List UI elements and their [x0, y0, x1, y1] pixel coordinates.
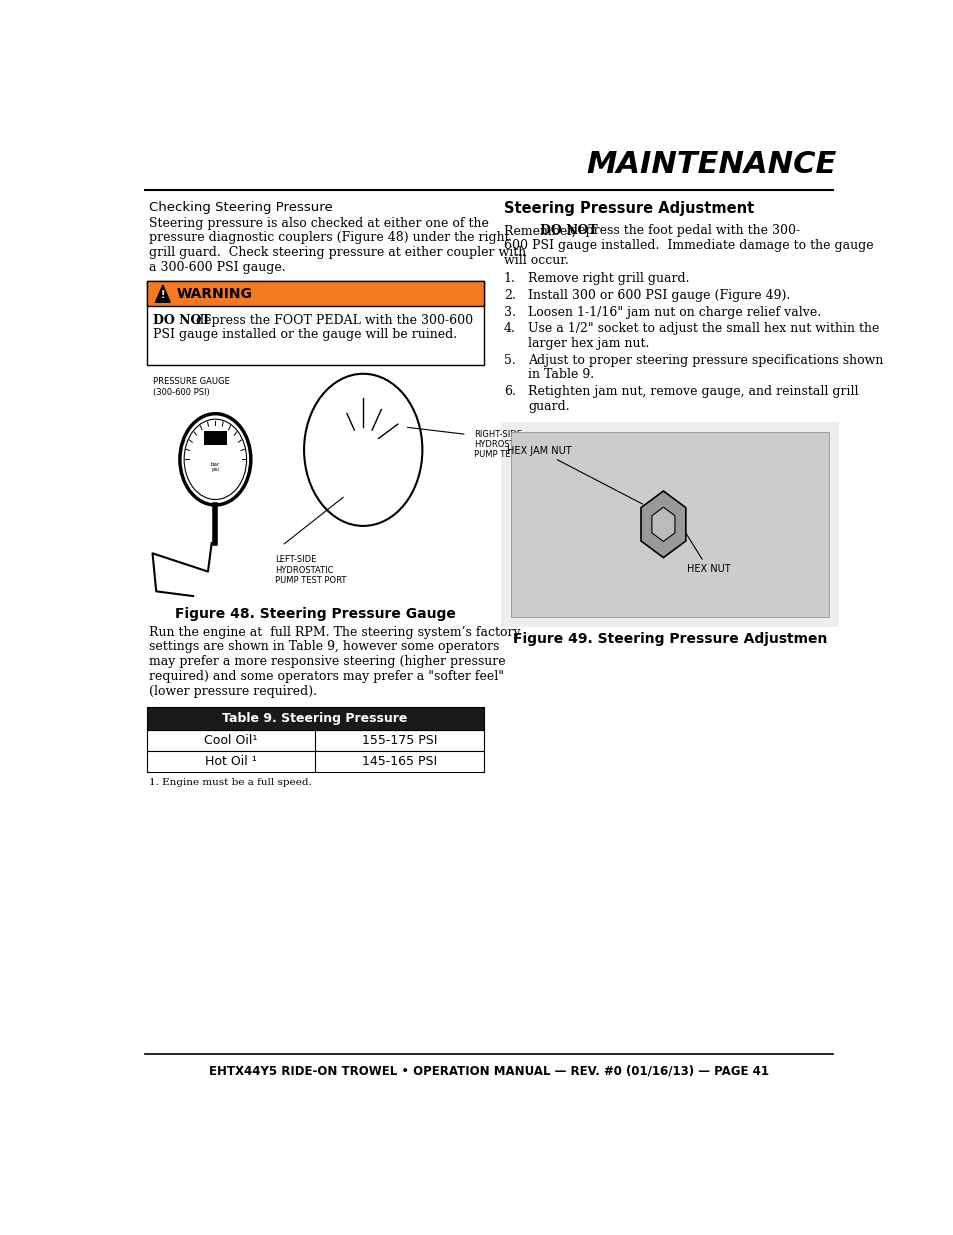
Text: grill guard.  Check steering pressure at either coupler with: grill guard. Check steering pressure at …	[149, 246, 525, 259]
Text: 600 PSI gauge installed.  Immediate damage to the gauge: 600 PSI gauge installed. Immediate damag…	[503, 240, 872, 252]
Text: bar
psi: bar psi	[211, 462, 220, 472]
Text: Install 300 or 600 PSI gauge (Figure 49).: Install 300 or 600 PSI gauge (Figure 49)…	[528, 289, 789, 301]
Text: (lower pressure required).: (lower pressure required).	[149, 684, 316, 698]
Text: Adjust to proper steering pressure specifications shown: Adjust to proper steering pressure speci…	[528, 353, 882, 367]
Text: Retighten jam nut, remove gauge, and reinstall grill: Retighten jam nut, remove gauge, and rei…	[528, 385, 858, 398]
Text: 145-165 PSI: 145-165 PSI	[361, 755, 436, 768]
Bar	[501, 422, 838, 626]
Text: Use a 1/2" socket to adjust the small hex nut within the: Use a 1/2" socket to adjust the small he…	[528, 322, 879, 335]
Text: 6.: 6.	[503, 385, 515, 398]
Text: 3.: 3.	[503, 305, 515, 319]
Text: HEX JAM NUT: HEX JAM NUT	[507, 446, 641, 504]
Text: PSI gauge installed or the gauge will be ruined.: PSI gauge installed or the gauge will be…	[152, 329, 456, 341]
Text: guard.: guard.	[528, 400, 569, 412]
Bar	[147, 282, 483, 366]
Text: MAINTENANCE: MAINTENANCE	[585, 149, 836, 179]
Text: 5.: 5.	[503, 353, 515, 367]
Bar	[147, 282, 483, 306]
Text: Table 9. Steering Pressure: Table 9. Steering Pressure	[222, 711, 408, 725]
Text: Run the engine at  full RPM. The steering system’s factory: Run the engine at full RPM. The steering…	[149, 626, 520, 638]
Text: 4.: 4.	[503, 322, 515, 335]
Polygon shape	[651, 508, 674, 541]
Text: 1. Engine must be a full speed.: 1. Engine must be a full speed.	[149, 778, 312, 787]
Text: will occur.: will occur.	[503, 253, 568, 267]
Text: 2.: 2.	[503, 289, 515, 301]
Polygon shape	[155, 285, 170, 303]
Bar	[511, 431, 828, 618]
Text: RIGHT-SIDE
HYDROSTATIC
PUMP TEST PORT: RIGHT-SIDE HYDROSTATIC PUMP TEST PORT	[474, 430, 545, 459]
Text: Remove right grill guard.: Remove right grill guard.	[528, 272, 689, 285]
Text: LEFT-SIDE
HYDROSTATIC
PUMP TEST PORT: LEFT-SIDE HYDROSTATIC PUMP TEST PORT	[275, 556, 346, 585]
Text: required) and some operators may prefer a "softer feel": required) and some operators may prefer …	[149, 669, 503, 683]
Text: DO NOT: DO NOT	[152, 314, 210, 327]
Text: settings are shown in Table 9, however some operators: settings are shown in Table 9, however s…	[149, 640, 498, 653]
Text: may prefer a more responsive steering (higher pressure: may prefer a more responsive steering (h…	[149, 655, 505, 668]
Text: WIKA: WIKA	[208, 436, 222, 441]
Text: PRESSURE GAUGE
(300-600 PSI): PRESSURE GAUGE (300-600 PSI)	[152, 378, 229, 396]
Text: 1.: 1.	[503, 272, 515, 285]
Text: Steering Pressure Adjustment: Steering Pressure Adjustment	[503, 201, 753, 216]
Text: larger hex jam nut.: larger hex jam nut.	[528, 337, 649, 350]
Text: Figure 48. Steering Pressure Gauge: Figure 48. Steering Pressure Gauge	[174, 606, 456, 620]
Text: WARNING: WARNING	[176, 287, 252, 300]
Text: Checking Steering Pressure: Checking Steering Pressure	[149, 201, 333, 215]
Text: Remember,: Remember,	[503, 225, 578, 237]
Text: depress the foot pedal with the 300-: depress the foot pedal with the 300-	[565, 225, 799, 237]
Text: Cool Oil¹: Cool Oil¹	[204, 734, 257, 747]
Text: a 300-600 PSI gauge.: a 300-600 PSI gauge.	[149, 261, 285, 274]
Text: HEX NUT: HEX NUT	[676, 517, 730, 574]
Text: Figure 49. Steering Pressure Adjustmen: Figure 49. Steering Pressure Adjustmen	[513, 632, 826, 646]
Text: Loosen 1-1/16" jam nut on charge relief valve.: Loosen 1-1/16" jam nut on charge relief …	[528, 305, 821, 319]
Bar	[147, 751, 483, 772]
Text: DO NOT: DO NOT	[539, 225, 597, 237]
Circle shape	[184, 419, 246, 499]
Polygon shape	[640, 492, 685, 557]
Text: in Table 9.: in Table 9.	[528, 368, 594, 382]
Bar	[147, 730, 483, 751]
Text: EHTX44Y5 RIDE-ON TROWEL • OPERATION MANUAL — REV. #0 (01/16/13) — PAGE 41: EHTX44Y5 RIDE-ON TROWEL • OPERATION MANU…	[209, 1065, 768, 1078]
Text: Hot Oil ¹: Hot Oil ¹	[205, 755, 256, 768]
Bar	[147, 706, 483, 730]
Text: depress the FOOT PEDAL with the 300-600: depress the FOOT PEDAL with the 300-600	[192, 314, 473, 327]
Text: pressure diagnostic couplers (Figure 48) under the right: pressure diagnostic couplers (Figure 48)…	[149, 231, 509, 245]
Text: Steering pressure is also checked at either one of the: Steering pressure is also checked at eit…	[149, 216, 488, 230]
Text: !: !	[160, 290, 165, 300]
Text: 155-175 PSI: 155-175 PSI	[361, 734, 436, 747]
